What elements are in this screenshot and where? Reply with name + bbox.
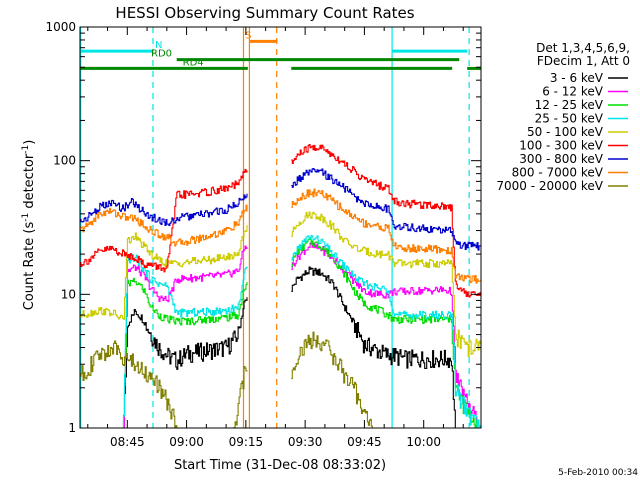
series-100-300-keV-segment-1 (80, 168, 248, 273)
series-100-300-keV-segment-2 (291, 144, 482, 299)
legend-label-6-12-keV: 6 - 12 keV (542, 85, 604, 99)
series-800-7000-keV-segment-2 (291, 188, 482, 284)
legend-header-line-1: Det 1,3,4,5,6,9, (536, 41, 630, 55)
y-tick-label-2: 100 (53, 154, 76, 168)
series-300-800-keV-segment-2 (291, 168, 482, 251)
legend-label-12-25-keV: 12 - 25 keV (535, 98, 604, 112)
series-6-12-keV-segment-1 (80, 245, 248, 429)
legend-label-7000-20000-keV: 7000 - 20000 keV (496, 179, 603, 193)
flag-label-n: N (155, 40, 162, 51)
y-tick-label-3: 1000 (45, 20, 76, 34)
legend-label-300-800-keV: 300 - 800 keV (519, 152, 603, 166)
y-tick-label-1: 10 (61, 287, 76, 301)
series-800-7000-keV-segment-1 (80, 204, 248, 247)
flag-label-s: S (245, 30, 251, 41)
flag-label-rd4: RD4 (183, 57, 204, 68)
legend: Det 1,3,4,5,6,9, FDecim 1, Att 0 3 - 6 k… (496, 41, 630, 193)
x-axis-label: Start Time (31-Dec-08 08:33:02) (174, 458, 386, 473)
x-tick-label-1: 09:00 (169, 435, 204, 449)
x-tick-label-5: 10:00 (406, 435, 441, 449)
series-12-25-keV-segment-2 (291, 237, 482, 429)
legend-label-25-50-keV: 25 - 50 keV (535, 112, 604, 126)
legend-label-800-7000-keV: 800 - 7000 keV (512, 166, 604, 180)
plot-frame (79, 26, 482, 429)
legend-label-100-300-keV: 100 - 300 keV (519, 139, 603, 153)
chart-title: HESSI Observing Summary Count Rates (115, 4, 414, 22)
x-tick-label-4: 09:45 (347, 435, 382, 449)
series-25-50-keV-segment-1 (80, 253, 248, 429)
y-axis-label: Count Rate (s-1 detector-1) (21, 140, 37, 311)
legend-label-50-100-keV: 50 - 100 keV (527, 125, 604, 139)
series-50-100-keV-segment-1 (80, 224, 248, 320)
x-tick-label-0: 08:45 (110, 435, 145, 449)
series-3-6-keV-segment-2 (291, 266, 481, 429)
legend-header-line-2: FDecim 1, Att 0 (537, 54, 630, 68)
flag-label-rd0: RD0 (151, 49, 172, 60)
x-tick-label-2: 09:15 (229, 435, 264, 449)
series-7000-20000-keV-segment-2 (291, 331, 481, 429)
series-300-800-keV-segment-1 (80, 193, 248, 227)
x-tick-label-3: 09:30 (288, 435, 323, 449)
date-stamp: 5-Feb-2010 00:34 (558, 468, 638, 478)
plot-area: N S RD0 RD4 1 10 100 1000 08:45 09:00 09:15 09:30 09… (45, 20, 482, 449)
series-6-12-keV-segment-2 (291, 242, 482, 429)
series-25-50-keV-segment-2 (291, 234, 482, 429)
legend-label-3-6-keV: 3 - 6 keV (550, 71, 604, 85)
series-50-100-keV-segment-2 (291, 211, 482, 358)
y-tick-label-0: 1 (68, 421, 76, 435)
